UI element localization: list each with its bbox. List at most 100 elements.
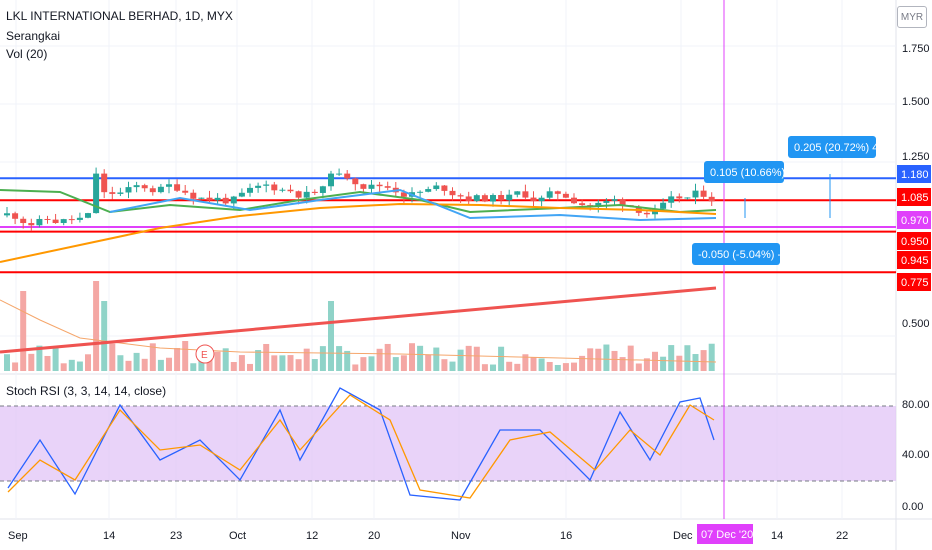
candle-body [222,197,229,204]
candle-body [36,218,43,226]
stoch-rsi-label[interactable]: Stoch RSI (3, 3, 14, 14, close) [6,384,167,398]
rsi-band [0,406,896,481]
candle-body [603,200,610,203]
volume-bar [498,346,505,371]
measure-tooltip[interactable] [704,161,784,183]
candle-body [174,184,181,191]
measure-tooltip[interactable] [788,136,876,158]
price-tag [897,232,931,250]
candle-body [247,187,253,193]
candle-body [287,189,294,192]
ma-orange-line [0,202,717,263]
volume-bar [12,362,19,371]
volume-bar [595,348,602,371]
price-tag-label: 0.970 [901,215,929,227]
candle-body [336,173,343,175]
volume-bar [619,357,626,371]
volume-bar [303,348,310,371]
volume-bar [4,354,10,371]
volume-bar [295,359,302,371]
trend-line[interactable] [0,286,717,354]
candle-body [449,190,456,196]
volume-bar [400,355,407,371]
symbol-title: LKL INTERNATIONAL BERHAD, 1D, MYX [6,9,233,23]
candle-body [85,213,91,218]
candle-body [109,192,116,194]
candle-body [206,197,213,201]
candle-body [44,218,51,220]
volume-bar [571,362,577,371]
volume-bar [465,345,472,371]
price-axis-label: 0.500 [902,318,930,330]
price-axis-label: 1.750 [902,43,930,55]
volume-bar [28,353,35,371]
candle-body [238,192,245,197]
time-axis-label: 14 [103,530,115,542]
time-axis-label: 16 [560,530,572,542]
candle-body [571,197,577,204]
price-tag [897,211,931,229]
volume-bar [182,341,189,371]
volume-bar [206,354,213,371]
candle-body [319,186,326,193]
candle-body [76,217,83,220]
volume-bar [109,343,116,371]
volume-bar [133,352,140,371]
volume-bar [344,350,351,371]
candle-body [490,195,496,202]
candle-body [384,186,391,188]
candle-body [12,213,19,219]
volume-bar [554,364,561,371]
stoch-d-line [7,394,715,499]
time-axis-label: Nov [451,530,471,542]
rsi-axis-label: 80.00 [902,399,930,411]
candle-body [295,191,302,198]
volume-bar [44,355,51,371]
price-tag-label: 1.180 [901,169,929,181]
earnings-marker-label: E [201,350,208,361]
rsi-axis-label: 0.00 [902,501,923,513]
volume-bar [101,301,108,371]
candle-body [514,191,521,195]
measure-tooltip[interactable] [692,243,780,265]
price-axis-label: 1.500 [902,96,930,108]
volume-bar [20,291,27,371]
candle-body [700,190,707,197]
volume-bar [384,343,391,371]
volume-bar [311,359,318,371]
currency-button[interactable]: MYR [897,6,927,28]
volume-bar [425,354,432,371]
rsi-axis-label: 40.00 [902,449,930,461]
candle-body [60,219,67,224]
price-tag [897,188,931,206]
candle-body [166,184,172,187]
candle-body [668,196,675,203]
measure-tooltip-text: 0.105 (10.66%) 21 [710,167,801,179]
candle-body [676,196,683,199]
volume-bar [449,361,456,371]
earnings-marker[interactable] [195,344,215,364]
volume-bar [635,363,642,371]
candle-body [101,173,108,193]
candle-body [400,192,407,197]
candle-body [303,191,310,198]
candle-body [417,191,424,193]
ma-blue-line [109,188,717,222]
volume-bar [255,350,262,371]
volume-bar [481,364,488,371]
candle-body [141,185,148,189]
volume-bar [68,359,75,371]
volume-bar [214,351,221,371]
volume-bar [198,359,205,371]
volume-bar [271,355,278,371]
time-axis-label: 20 [368,530,380,542]
volume-bar [222,348,229,371]
price-tag-label: 0.775 [901,277,929,289]
volume-bar [287,355,294,371]
candle-body [311,191,318,193]
indicator-serangkai-label[interactable]: Serangkai [6,29,61,43]
candle-body [465,196,472,201]
indicator-volume-label[interactable]: Vol (20) [6,47,48,61]
volume-bar [603,344,610,371]
